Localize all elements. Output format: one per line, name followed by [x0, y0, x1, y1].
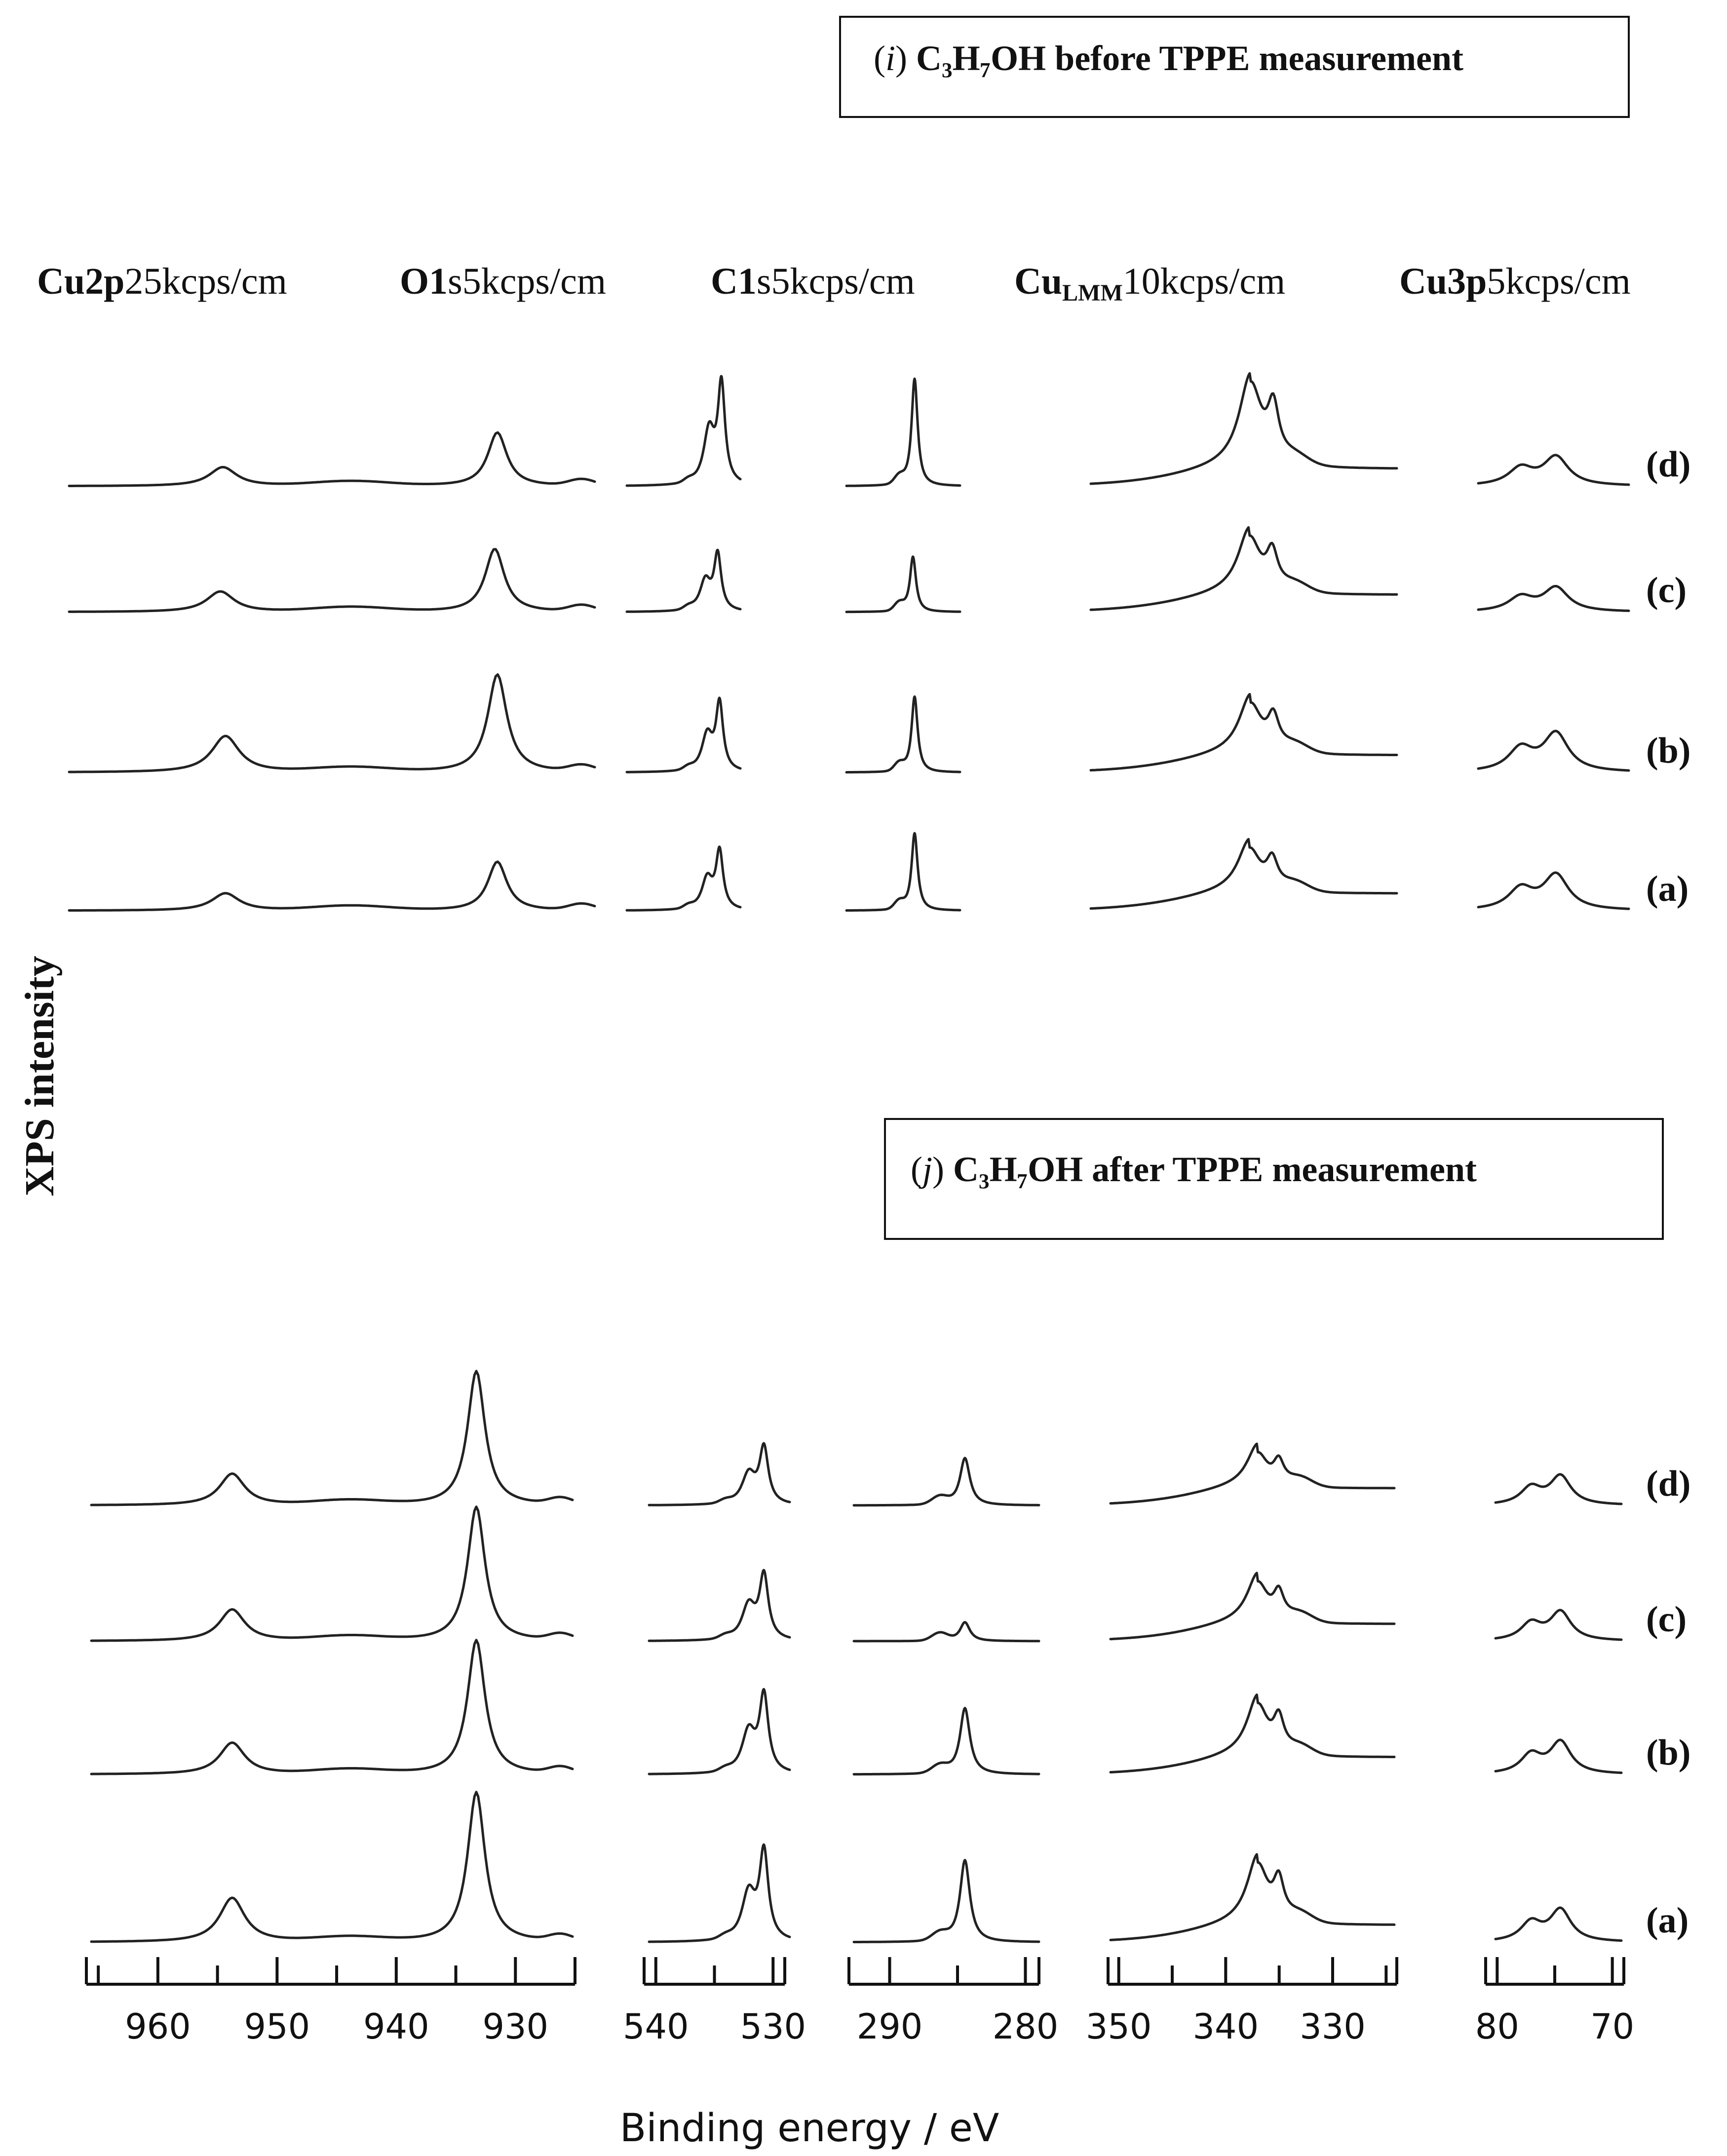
- sample-label-j-d: (d): [1646, 1463, 1690, 1504]
- spectrum-i-c1s-a: [845, 832, 961, 912]
- panel-i-title-text: (i) C₃H₇OH before TPPE measurement: [874, 38, 1463, 78]
- header-cu3p: Cu3p5kcps/cm: [1399, 261, 1631, 302]
- spectrum-i-c1s-b: [845, 695, 961, 774]
- tick-label-330: 330: [1300, 2006, 1366, 2047]
- spectrum-j-cu3p-c: [1494, 1609, 1623, 1641]
- tick-label-960: 960: [125, 2006, 191, 2047]
- spectrum-j-c1s-c: [852, 1621, 1040, 1643]
- tick-label-940: 940: [363, 2006, 429, 2047]
- spectrum-j-culmm-d: [1109, 1442, 1396, 1505]
- sample-label-i-b: (b): [1646, 731, 1690, 771]
- panel-i-title: (i) C₃H₇OH before TPPE measurement: [839, 16, 1630, 118]
- spectrum-i-o1s-b: [625, 696, 742, 773]
- spectrum-j-c1s-b: [852, 1707, 1040, 1776]
- spectrum-j-cu2p-d: [90, 1370, 574, 1506]
- tick-label-540: 540: [623, 2006, 689, 2047]
- tick-label-70: 70: [1590, 2006, 1634, 2047]
- spectrum-i-cu3p-c: [1477, 585, 1630, 612]
- panel-j-title: (j) C₃H₇OH after TPPE measurement: [884, 1118, 1664, 1240]
- tick-label-290: 290: [857, 2006, 923, 2047]
- tick-label-340: 340: [1193, 2006, 1259, 2047]
- header-o1s: O1s5kcps/cm: [400, 261, 606, 302]
- header-cu2p: Cu2p25kcps/cm: [37, 261, 287, 302]
- y-axis-label: XPS intensity: [17, 956, 63, 1196]
- panel-j-title-text: (j) C₃H₇OH after TPPE measurement: [911, 1150, 1477, 1189]
- header-c1s: C1s5kcps/cm: [711, 261, 915, 302]
- spectrum-i-cu2p-d: [68, 431, 596, 487]
- spectrum-i-cu2p-b: [68, 673, 596, 773]
- sample-labels: (d) (c) (b) (a) (d) (c) (b) (a): [1646, 444, 1690, 1941]
- spectrum-j-o1s-c: [648, 1569, 791, 1642]
- spectrum-j-c1s-d: [852, 1457, 1040, 1507]
- spectrum-i-cu2p-c: [68, 548, 596, 613]
- spectrum-j-culmm-b: [1109, 1694, 1396, 1773]
- spectrum-j-c1s-a: [852, 1859, 1040, 1943]
- spectra-panel-i: [68, 372, 1630, 912]
- sample-label-j-c: (c): [1646, 1599, 1687, 1640]
- spectrum-i-cu2p-a: [68, 860, 596, 912]
- sample-label-j-a: (a): [1646, 1900, 1689, 1941]
- spectrum-j-o1s-b: [648, 1688, 791, 1775]
- panel-j-title-box: [884, 1118, 1664, 1240]
- spectrum-j-o1s-d: [648, 1442, 791, 1506]
- tick-label-950: 950: [244, 2006, 310, 2047]
- tick-label-930: 930: [482, 2006, 548, 2047]
- sample-label-i-c: (c): [1646, 570, 1687, 611]
- tick-label-350: 350: [1086, 2006, 1152, 2047]
- sample-label-i-d: (d): [1646, 444, 1690, 485]
- spectrum-i-o1s-c: [625, 548, 742, 613]
- sample-label-i-a: (a): [1646, 869, 1689, 909]
- spectrum-j-cu2p-b: [90, 1639, 574, 1775]
- spectrum-j-cu3p-a: [1494, 1906, 1623, 1942]
- spectrum-i-cu3p-d: [1477, 454, 1630, 486]
- spectrum-j-culmm-c: [1109, 1572, 1396, 1641]
- sample-label-j-b: (b): [1646, 1732, 1690, 1773]
- spectrum-i-culmm-b: [1089, 693, 1398, 771]
- tick-label-80: 80: [1475, 2006, 1519, 2047]
- x-axis-label: Binding energy / eV: [620, 2106, 999, 2151]
- panel-i-title-box: [839, 16, 1630, 118]
- spectrum-i-culmm-a: [1089, 838, 1398, 910]
- spectrum-i-c1s-c: [845, 555, 961, 614]
- tick-label-280: 280: [993, 2006, 1059, 2047]
- spectrum-j-o1s-a: [648, 1843, 791, 1943]
- spectrum-i-cu3p-b: [1477, 730, 1630, 772]
- binding-energy-axes: 960 950 940 930 540 530 290 280 350 340 330 80 70: [85, 1957, 1634, 2047]
- spectrum-j-cu3p-b: [1494, 1738, 1623, 1774]
- spectrum-j-cu2p-a: [90, 1791, 574, 1943]
- spectrum-j-cu2p-c: [90, 1505, 574, 1642]
- spectrum-i-o1s-d: [625, 375, 742, 487]
- tick-label-530: 530: [740, 2006, 806, 2047]
- spectrum-i-culmm-d: [1089, 372, 1398, 485]
- spectra-panel-j: [90, 1370, 1623, 1943]
- spectrum-i-c1s-d: [845, 377, 961, 487]
- spectrum-i-o1s-a: [625, 845, 742, 912]
- spectrum-i-cu3p-a: [1477, 871, 1630, 910]
- region-headers: Cu2p25kcps/cm O1s5kcps/cm C1s5kcps/cm CuLMM…: [37, 261, 1631, 306]
- spectrum-i-culmm-c: [1089, 526, 1398, 611]
- spectrum-j-cu3p-d: [1494, 1473, 1623, 1505]
- spectrum-j-culmm-a: [1109, 1853, 1396, 1941]
- header-culmm: CuLMM10kcps/cm: [1014, 261, 1285, 306]
